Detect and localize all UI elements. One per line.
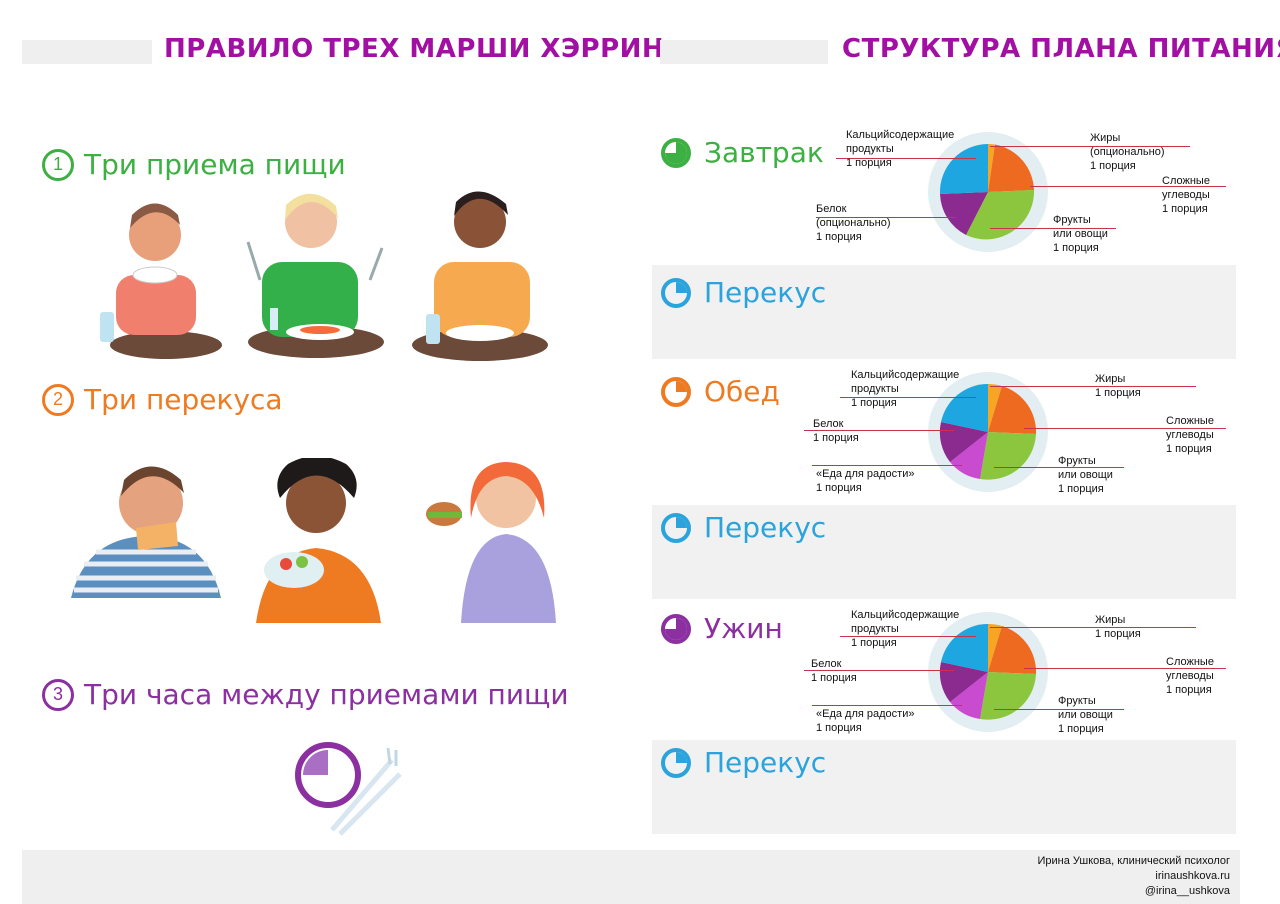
rule-1-text: Три приема пищи [84, 148, 346, 181]
three-snacks-illustration [71, 458, 556, 623]
leader-line [990, 228, 1116, 229]
leader-line [1024, 668, 1226, 669]
left-title: ПРАВИЛО ТРЕХ МАРШИ ХЭРРИН [164, 34, 665, 64]
rule-1-number: 1 [42, 148, 74, 181]
meal-snack-2-label: Перекус [704, 511, 827, 544]
leader-line [1030, 186, 1226, 187]
rule-2-number: 2 [42, 383, 74, 416]
dinner-calcium-label: Кальцийсодержащие продукты 1 порция [851, 609, 960, 649]
lunch-fruits-label: Фрукты или овощи 1 порция [1058, 455, 1113, 495]
rule-2-text: Три перекуса [84, 383, 283, 416]
dinner-protein-label: Белок 1 порция [811, 658, 857, 684]
lunch-carbs-label: Сложные углеводы 1 порция [1166, 415, 1214, 455]
leader-line [816, 217, 956, 218]
leader-line [840, 397, 976, 398]
snack-2-box [652, 505, 1236, 599]
three-meals-illustration [100, 191, 548, 361]
footer-author: Ирина Ушкова, клинический психолог [1037, 855, 1231, 867]
leader-line [804, 430, 954, 431]
dinner-plate-pie [928, 612, 1048, 732]
dinner-clock-icon [661, 613, 691, 644]
meal-snack-1-label: Перекус [704, 276, 827, 309]
leader-line [836, 158, 976, 159]
footer-handle[interactable]: @irina__ushkova [1144, 885, 1230, 897]
meal-breakfast-label: Завтрак [704, 136, 824, 169]
clock-cutlery-icon [295, 742, 402, 836]
meal-dinner: Ужин [660, 612, 783, 645]
rule-3-text: Три часа между приемами пищи [84, 678, 569, 711]
footer-site-link[interactable]: irinaushkova.ru [1155, 870, 1230, 882]
meal-snack-3: Перекус [660, 746, 826, 779]
leader-line [840, 636, 976, 637]
breakfast-clock-icon [661, 137, 691, 168]
meal-snack-1: Перекус [660, 276, 826, 309]
lunch-calcium-label: Кальцийсодержащие продукты 1 порция [851, 369, 960, 409]
lunch-clock-icon [661, 376, 691, 407]
meal-lunch-label: Обед [704, 375, 780, 408]
leader-line [990, 386, 1196, 387]
leader-line [990, 146, 1190, 147]
snack-3-box [652, 740, 1236, 834]
right-header-bar [660, 40, 828, 64]
right-title: СТРУКТУРА ПЛАНА ПИТАНИЯ [842, 34, 1280, 64]
rule-1: 1 Три приема пищи [42, 148, 346, 181]
lunch-protein-label: Белок 1 порция [813, 418, 859, 444]
lunch-fats-label: Жиры 1 порция [1095, 373, 1141, 399]
lunch-fun-food-label: «Еда для радости» 1 порция [816, 468, 915, 494]
leader-line [804, 670, 954, 671]
leader-line [812, 465, 962, 466]
meal-breakfast: Завтрак [660, 136, 824, 169]
meal-lunch: Обед [660, 375, 780, 408]
lunch-plate-pie [928, 372, 1048, 492]
dinner-fats-label: Жиры 1 порция [1095, 614, 1141, 640]
leader-line [994, 467, 1124, 468]
breakfast-protein-label: Белок (опционально) 1 порция [816, 203, 891, 243]
dinner-fruits-label: Фрукты или овощи 1 порция [1058, 695, 1113, 735]
dinner-fun-food-label: «Еда для радости» 1 порция [816, 708, 915, 734]
breakfast-calcium-label: Кальцийсодержащие продукты 1 порция [846, 129, 955, 169]
meal-snack-2: Перекус [660, 511, 826, 544]
breakfast-fats-label: Жиры (опционально) 1 порция [1090, 132, 1165, 172]
footer: Ирина Ушкова, клинический психолог irina… [22, 850, 1240, 904]
leader-line [812, 705, 962, 706]
snack-clock-icon [661, 512, 691, 543]
leader-line [1024, 428, 1226, 429]
snack-clock-icon [661, 277, 691, 308]
meal-snack-3-label: Перекус [704, 746, 827, 779]
rule-3: 3 Три часа между приемами пищи [42, 678, 569, 711]
rule-3-number: 3 [42, 678, 74, 711]
breakfast-fruits-label: Фрукты или овощи 1 порция [1053, 214, 1108, 254]
breakfast-plate-pie [928, 132, 1048, 252]
rule-2: 2 Три перекуса [42, 383, 283, 416]
dinner-carbs-label: Сложные углеводы 1 порция [1166, 656, 1214, 696]
leader-line [994, 709, 1124, 710]
leader-line [990, 627, 1196, 628]
left-header-bar [22, 40, 152, 64]
breakfast-carbs-label: Сложные углеводы 1 порция [1162, 175, 1210, 215]
snack-clock-icon [661, 747, 691, 778]
snack-1-box [652, 265, 1236, 359]
meal-dinner-label: Ужин [704, 612, 783, 645]
